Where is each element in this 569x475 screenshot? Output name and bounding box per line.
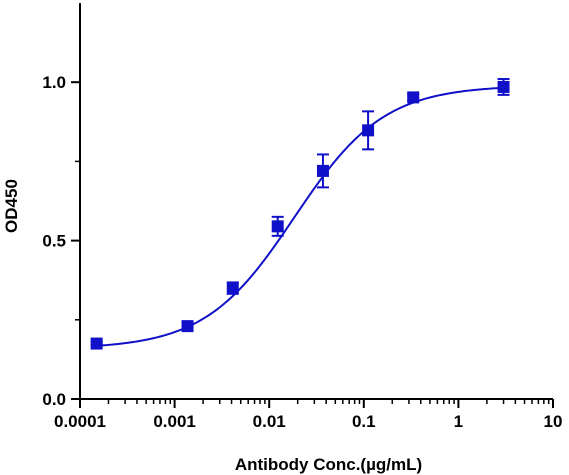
data-point-marker: [316, 164, 329, 177]
x-tick-label: 0.1: [352, 412, 376, 431]
data-point: [497, 78, 510, 96]
x-tick-label: 0.001: [153, 412, 196, 431]
y-tick-label: 1.0: [42, 73, 66, 92]
data-point-marker: [271, 220, 284, 233]
y-axis-ticks: 0.0 0.5 1.0: [42, 73, 80, 409]
data-point-marker: [90, 337, 103, 350]
x-axis: 0.0001 0.001 0.01 0.1 1 10 Antibody Conc.(µg/…: [54, 398, 562, 474]
data-point-marker: [181, 320, 194, 333]
data-point: [90, 337, 103, 350]
x-axis-title: Antibody Conc.(µg/mL): [235, 455, 422, 474]
data-point: [316, 153, 329, 189]
fit-curve: [96, 86, 504, 347]
data-point: [362, 110, 375, 151]
data-point-marker: [226, 282, 239, 295]
x-tick-label: 10: [544, 412, 563, 431]
x-tick-label: 0.01: [253, 412, 286, 431]
x-axis-ticks: 0.0001 0.001 0.01 0.1 1 10: [54, 399, 562, 431]
data-point-marker: [497, 80, 510, 93]
data-point-marker: [362, 124, 375, 137]
data-point: [226, 281, 239, 295]
data-point-marker: [407, 91, 420, 104]
y-tick-label: 0.0: [42, 390, 66, 409]
y-axis-title: OD450: [2, 179, 21, 233]
x-tick-label: 1: [454, 412, 463, 431]
plot-area: [90, 78, 510, 350]
y-tick-label: 0.5: [42, 232, 66, 251]
x-tick-label: 0.0001: [54, 412, 106, 431]
y-axis: 0.0 0.5 1.0 OD450: [2, 3, 81, 409]
data-point: [271, 215, 284, 237]
data-point: [407, 91, 420, 104]
data-points: [90, 78, 510, 350]
data-point: [181, 320, 194, 333]
